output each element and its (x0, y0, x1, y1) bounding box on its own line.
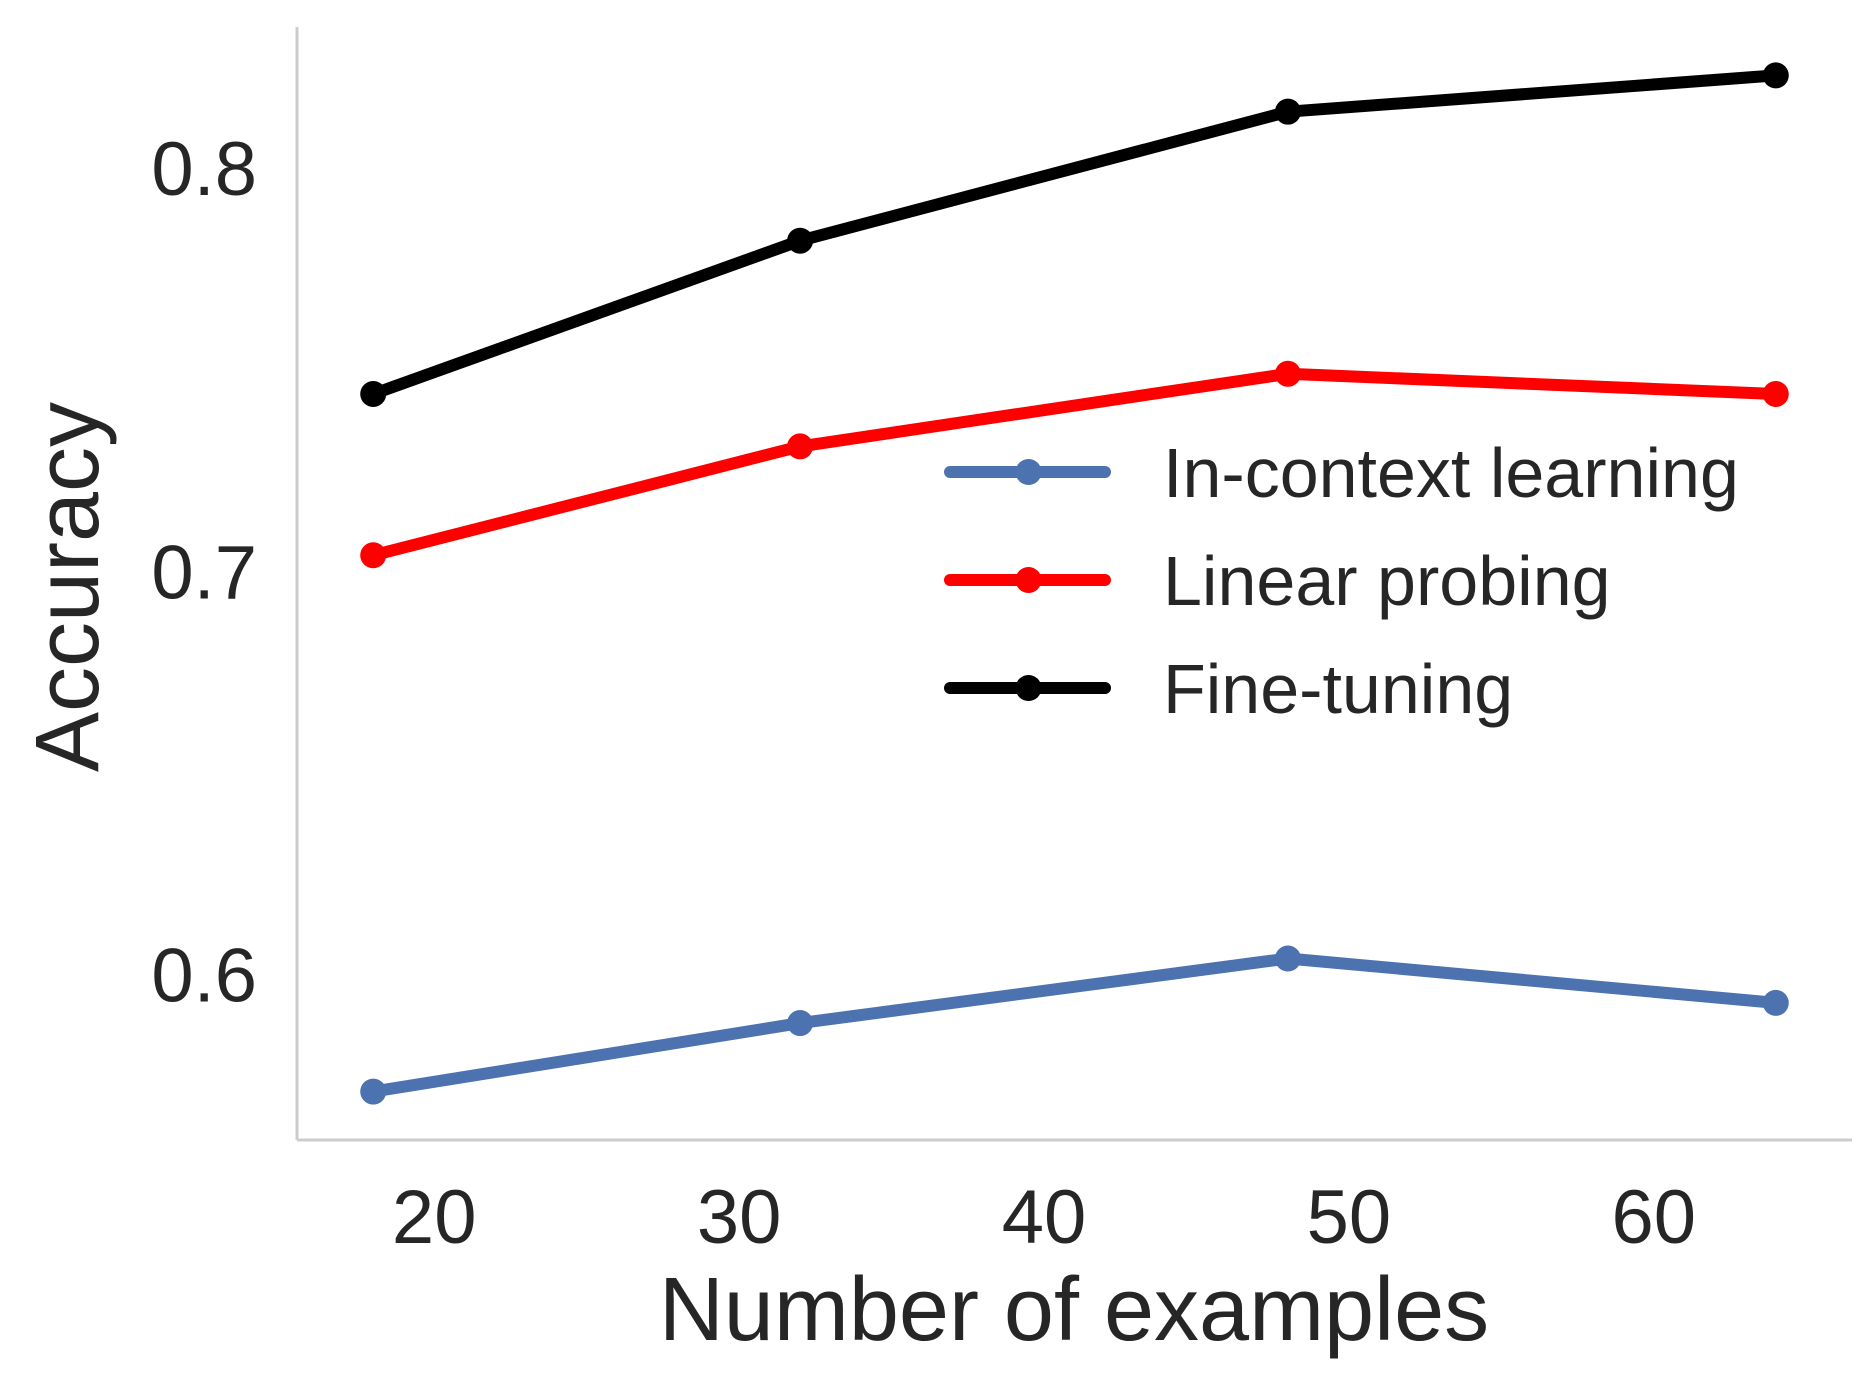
legend-label: Fine-tuning (1163, 650, 1513, 728)
series-1 (360, 360, 1789, 569)
data-point (1762, 989, 1789, 1016)
y-axis-label: Accuracy (18, 402, 118, 772)
series (360, 62, 1789, 1105)
legend-item: In-context learning (944, 434, 1739, 512)
data-point (360, 542, 387, 569)
tick-labels: 20 30 40 50 60 0.6 0.7 0.8 (151, 127, 1696, 1260)
y-tick-label: 0.8 (151, 127, 257, 212)
data-point (360, 380, 387, 407)
x-tick-label: 40 (1002, 1175, 1087, 1260)
x-tick-label: 20 (392, 1175, 477, 1260)
data-point (1274, 945, 1301, 972)
legend-marker (1015, 459, 1042, 485)
legend-marker (1015, 567, 1042, 593)
data-point (1274, 360, 1301, 387)
data-point (1274, 98, 1301, 125)
y-tick-label: 0.7 (151, 530, 257, 615)
data-point (787, 227, 814, 254)
series-line (367, 69, 1782, 400)
data-point (1762, 380, 1789, 407)
x-tick-label: 60 (1612, 1175, 1697, 1260)
series-0 (360, 945, 1789, 1105)
series-2 (360, 62, 1789, 407)
axes (295, 27, 1852, 1142)
data-point (787, 433, 814, 460)
x-tick-label: 50 (1307, 1175, 1392, 1260)
data-point (360, 1078, 387, 1105)
legend-marker (1015, 675, 1042, 701)
legend-item: Linear probing (944, 542, 1611, 620)
x-axis-label: Number of examples (659, 1260, 1489, 1360)
legend-label: Linear probing (1163, 542, 1611, 620)
legend: In-context learning Linear probing Fine-tu… (944, 434, 1739, 728)
x-tick-label: 30 (697, 1175, 782, 1260)
legend-label: In-context learning (1163, 434, 1739, 512)
data-point (1762, 62, 1789, 89)
legend-item: Fine-tuning (944, 650, 1513, 728)
series-line (367, 367, 1782, 562)
y-tick-label: 0.6 (151, 934, 257, 1019)
data-point (787, 1010, 814, 1037)
series-line (367, 952, 1782, 1098)
